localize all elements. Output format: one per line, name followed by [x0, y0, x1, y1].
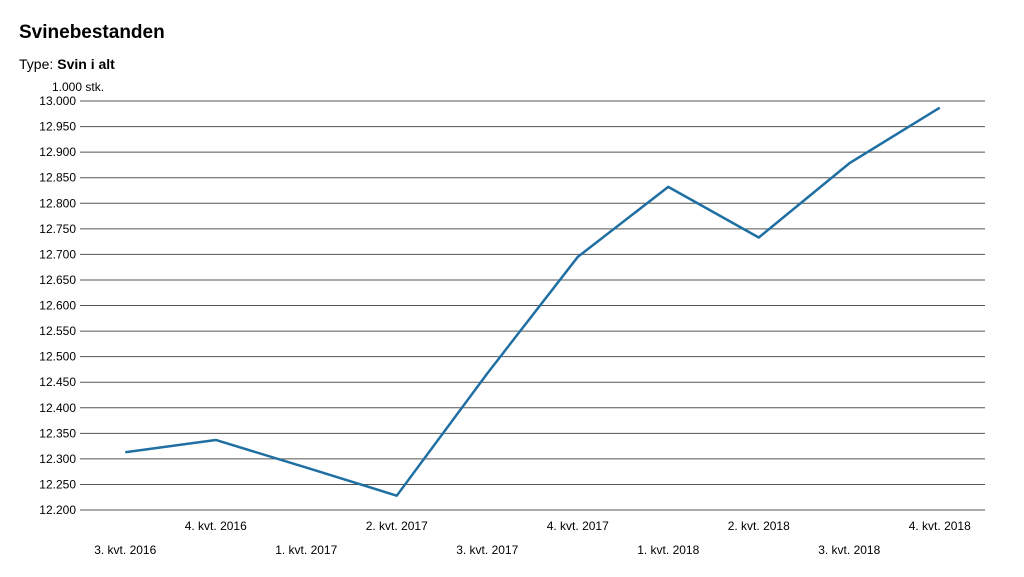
y-tick-label: 12.450 [39, 375, 76, 389]
y-tick-label: 12.200 [39, 503, 76, 517]
y-tick-label: 12.300 [39, 452, 76, 466]
y-tick-label: 12.550 [39, 324, 76, 338]
x-tick-label: 2. kvt. 2017 [366, 519, 428, 533]
x-tick-label: 3. kvt. 2016 [94, 543, 156, 557]
data-point [123, 450, 127, 454]
x-tick-label: 2. kvt. 2018 [728, 519, 790, 533]
y-tick-label: 12.500 [39, 350, 76, 364]
gridlines [80, 100, 985, 511]
type-filter-value: Svin i alt [57, 56, 115, 72]
data-point [304, 466, 308, 470]
y-tick-label: 12.600 [39, 299, 76, 313]
data-point [576, 255, 580, 259]
y-tick-label: 12.900 [39, 145, 76, 159]
chart-title: Svinebestanden [19, 22, 165, 43]
y-tick-label: 12.800 [39, 196, 76, 210]
type-filter: Type: Svin i alt [19, 56, 115, 72]
y-tick-label: 12.750 [39, 222, 76, 236]
x-tick-label: 1. kvt. 2017 [275, 543, 337, 557]
data-point [938, 106, 942, 110]
y-tick-label: 12.950 [39, 120, 76, 134]
y-tick-label: 12.650 [39, 273, 76, 287]
x-tick-label: 1. kvt. 2018 [637, 543, 699, 557]
y-tick-label: 12.400 [39, 401, 76, 415]
x-tick-label: 4. kvt. 2017 [547, 519, 609, 533]
data-point [757, 236, 761, 240]
x-tick-label: 4. kvt. 2016 [185, 519, 247, 533]
data-point [666, 185, 670, 189]
y-tick-label: 12.250 [39, 477, 76, 491]
type-filter-label: Type: [19, 56, 54, 72]
data-point [485, 371, 489, 375]
y-tick-label: 13.000 [39, 94, 76, 108]
series-line [123, 106, 942, 498]
x-axis-ticks: 3. kvt. 2016 4. kvt. 2016 1. kvt. 2017 2. k… [94, 519, 971, 557]
y-tick-label: 12.700 [39, 247, 76, 261]
y-tick-label: 12.850 [39, 171, 76, 185]
data-line [125, 106, 941, 497]
data-point [214, 438, 218, 442]
y-axis-unit-label: 1.000 stk. [52, 80, 104, 94]
data-point [395, 494, 399, 498]
y-axis-ticks: 12.200 12.250 12.300 12.350 12.400 12.450 12.5… [39, 94, 76, 517]
x-tick-label: 3. kvt. 2018 [818, 543, 880, 557]
y-tick-label: 12.350 [39, 426, 76, 440]
x-tick-label: 4. kvt. 2018 [909, 519, 971, 533]
x-tick-label: 3. kvt. 2017 [456, 543, 518, 557]
data-point [847, 161, 851, 165]
